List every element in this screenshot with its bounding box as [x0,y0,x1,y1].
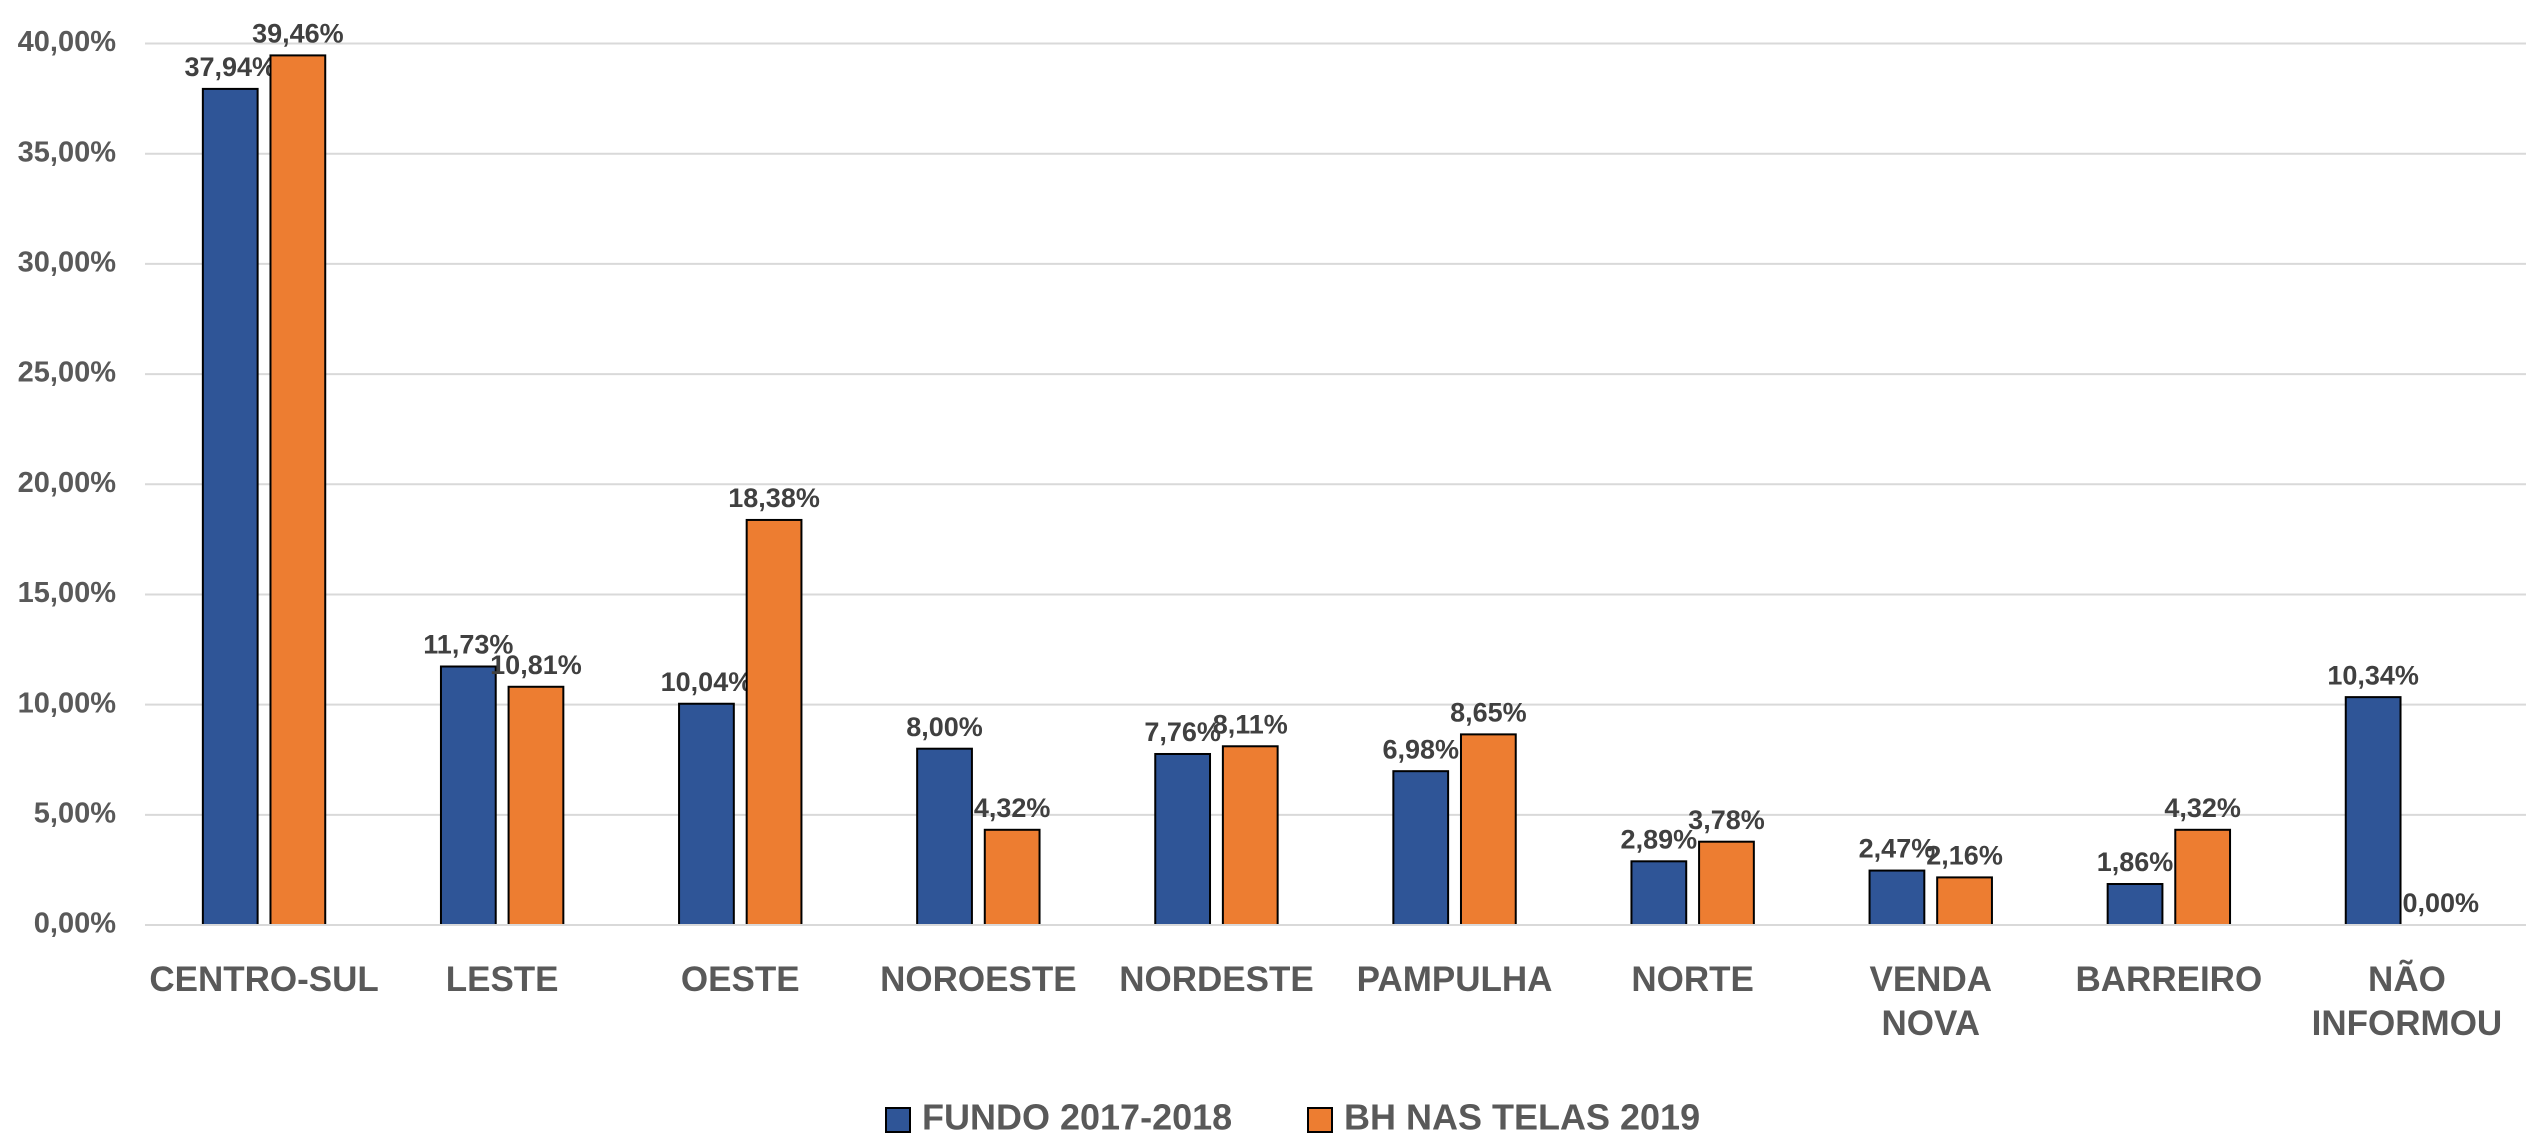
y-tick-label: 10,00% [18,687,117,719]
x-tick-label: BARREIRO [2075,960,2263,999]
x-tick-label: CENTRO-SUL [149,960,379,999]
y-tick-label: 35,00% [18,136,117,168]
bar [269,54,327,926]
data-label: 2,89% [1621,824,1698,854]
bar [745,518,803,926]
data-label: 8,11% [1213,709,1288,739]
bar [983,828,1041,926]
bar [507,685,565,926]
bar [1392,770,1450,926]
data-label: 2,47% [1859,834,1936,864]
data-label: 10,34% [2327,660,2419,690]
bar [439,665,497,926]
bar [1154,752,1212,927]
data-label: 4,32% [974,793,1051,823]
bar [678,702,735,927]
bar [1221,745,1279,926]
legend-label: FUNDO 2017-2018 [922,1097,1232,1138]
bar [1936,876,1993,926]
y-tick-label: 25,00% [18,357,117,389]
bar [1868,869,1926,927]
legend-swatch [885,1107,911,1133]
y-tick-label: 30,00% [18,247,117,279]
data-label: 3,78% [1688,805,1765,835]
bar [2344,696,2402,927]
bar [1630,860,1688,927]
data-label: 37,94% [184,52,276,82]
x-tick-label: NORDESTE [1119,960,1314,999]
y-tick-label: 5,00% [34,797,116,829]
bar [1459,733,1517,926]
bar [201,87,259,926]
data-label: 11,73% [423,630,513,660]
bar [1698,840,1755,926]
bar [916,747,973,927]
y-tick-label: 0,00% [34,908,116,940]
data-label: 10,04% [661,667,753,697]
legend-swatch [1307,1107,1333,1133]
y-tick-label: 20,00% [18,467,117,499]
data-label: 10,81% [490,650,582,680]
legend-label: BH NAS TELAS 2019 [1344,1097,1700,1138]
data-label: 6,98% [1382,734,1459,764]
y-tick-label: 40,00% [18,26,117,58]
data-label: 1,86% [2097,847,2174,877]
data-label: 8,65% [1450,698,1527,728]
data-label: 0,00% [2402,888,2479,918]
x-tick-label: LESTE [445,960,559,999]
bar [2106,883,2164,927]
data-label: 2,16% [1926,841,2003,871]
x-tick-label: OESTE [680,960,800,999]
x-tick-label: NOROESTE [880,960,1077,999]
data-label: 4,32% [2164,793,2241,823]
x-tick-label: NÃO INFORMOU [2311,960,2503,1043]
x-tick-label: NORTE [1631,960,1754,999]
data-label: 8,00% [906,712,983,742]
x-tick-label: PAMPULHA [1356,960,1553,999]
data-label: 39,46% [252,19,344,49]
data-label: 18,38% [728,483,820,513]
y-tick-label: 15,00% [18,577,117,609]
data-label: 7,76% [1144,717,1221,747]
x-tick-label: VENDA NOVA [1869,960,1993,1043]
bar [2174,828,2232,926]
